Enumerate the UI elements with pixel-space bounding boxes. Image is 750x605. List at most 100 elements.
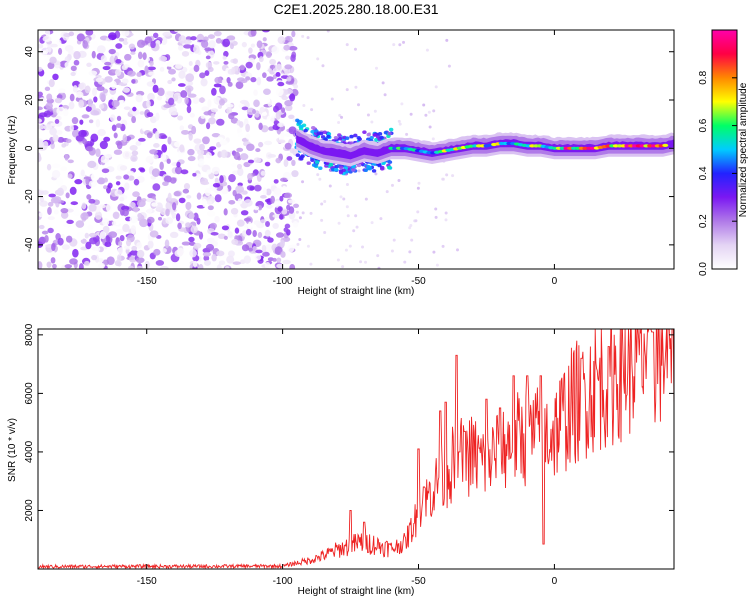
- noise-cell: [392, 43, 396, 47]
- noise-cell: [222, 38, 231, 48]
- noise-cell: [116, 115, 122, 121]
- noise-cell: [162, 181, 169, 187]
- noise-cell: [193, 138, 202, 144]
- noise-cell: [121, 30, 130, 37]
- noise-cell: [250, 77, 257, 83]
- noise-cell: [133, 206, 139, 213]
- noise-cell: [381, 81, 385, 85]
- transition-cell: [313, 163, 318, 168]
- noise-cell: [338, 113, 342, 117]
- noise-cell: [218, 98, 225, 106]
- noise-cell: [323, 231, 327, 235]
- noise-cell: [236, 163, 243, 170]
- noise-cell: [38, 97, 47, 105]
- noise-cell: [215, 37, 222, 44]
- noise-cell: [284, 88, 294, 95]
- noise-cell: [257, 204, 263, 211]
- noise-cell: [38, 112, 48, 118]
- noise-cell: [95, 77, 103, 83]
- noise-cell: [117, 241, 123, 247]
- noise-cell: [291, 170, 299, 178]
- noise-cell: [122, 150, 132, 160]
- noise-cell: [99, 231, 107, 240]
- noise-cell: [374, 172, 378, 176]
- noise-cell: [441, 177, 445, 181]
- noise-cell: [272, 257, 277, 262]
- noise-cell: [109, 114, 116, 122]
- noise-cell: [38, 106, 43, 111]
- noise-cell: [370, 221, 374, 225]
- noise-cell: [219, 175, 224, 184]
- noise-cell: [309, 262, 313, 266]
- noise-cell: [136, 39, 146, 48]
- spec-ytick-label: 0: [24, 145, 35, 151]
- noise-cell: [283, 44, 291, 51]
- noise-cell: [348, 244, 352, 248]
- noise-cell: [148, 71, 155, 76]
- colorbar-label: Normalized spectral amplitude: [738, 82, 749, 217]
- noise-cell: [206, 210, 216, 217]
- noise-cell: [115, 43, 123, 49]
- noise-cell: [96, 86, 105, 92]
- noise-cell: [99, 140, 108, 150]
- noise-cell: [261, 65, 269, 71]
- noise-cell: [218, 260, 226, 266]
- noise-cell: [113, 149, 123, 155]
- noise-cell: [101, 168, 110, 174]
- noise-cell: [62, 108, 69, 117]
- noise-cell: [357, 169, 361, 173]
- noise-cell: [277, 36, 286, 45]
- noise-cell: [267, 153, 277, 158]
- noise-cell: [96, 177, 106, 185]
- noise-cell: [434, 207, 438, 211]
- transition-cell: [326, 134, 331, 139]
- noise-cell: [235, 185, 245, 193]
- snr-ticks: -150 -100 -50 0 2000 4000 6000 8000: [24, 323, 674, 587]
- noise-cell: [227, 231, 233, 238]
- noise-cell: [129, 249, 139, 256]
- noise-cell: [206, 200, 213, 205]
- noise-cell: [249, 36, 255, 43]
- noise-cell: [232, 58, 239, 65]
- noise-cell: [214, 177, 219, 184]
- noise-cell: [82, 138, 87, 145]
- noise-cell: [159, 265, 169, 269]
- noise-cell: [353, 47, 357, 51]
- noise-cell: [165, 201, 173, 211]
- noise-cell: [189, 112, 195, 118]
- noise-cell: [180, 169, 189, 175]
- noise-cell: [179, 125, 185, 131]
- noise-cell: [402, 40, 406, 44]
- noise-cell: [219, 139, 228, 146]
- noise-cell: [160, 135, 168, 139]
- spec-xtick-label: -150: [137, 276, 157, 287]
- noise-cell: [288, 46, 298, 51]
- noise-cell: [202, 136, 210, 145]
- noise-cell: [158, 216, 163, 221]
- noise-cell: [146, 208, 153, 214]
- noise-cell: [71, 129, 80, 138]
- noise-cell: [115, 181, 121, 186]
- noise-cell: [213, 83, 222, 88]
- noise-cell: [288, 126, 297, 135]
- noise-cell: [158, 190, 164, 200]
- noise-cell: [185, 73, 195, 82]
- noise-cell: [246, 143, 255, 152]
- noise-cell: [248, 47, 253, 54]
- noise-cell: [129, 145, 138, 151]
- noise-cell: [247, 221, 253, 230]
- noise-cell: [245, 61, 253, 69]
- noise-cell: [293, 203, 300, 208]
- noise-cell: [209, 222, 218, 229]
- noise-cell: [241, 41, 247, 48]
- noise-cell: [92, 40, 98, 50]
- noise-cell: [264, 140, 273, 146]
- transition-cell: [379, 135, 384, 140]
- transition-cell: [366, 164, 371, 169]
- noise-cell: [431, 137, 435, 141]
- noise-cell: [166, 65, 172, 70]
- transition-cell: [299, 124, 304, 129]
- spectrogram-ylabel: Frequency (Hz): [7, 116, 18, 185]
- noise-cell: [236, 147, 244, 152]
- noise-cell: [202, 252, 212, 257]
